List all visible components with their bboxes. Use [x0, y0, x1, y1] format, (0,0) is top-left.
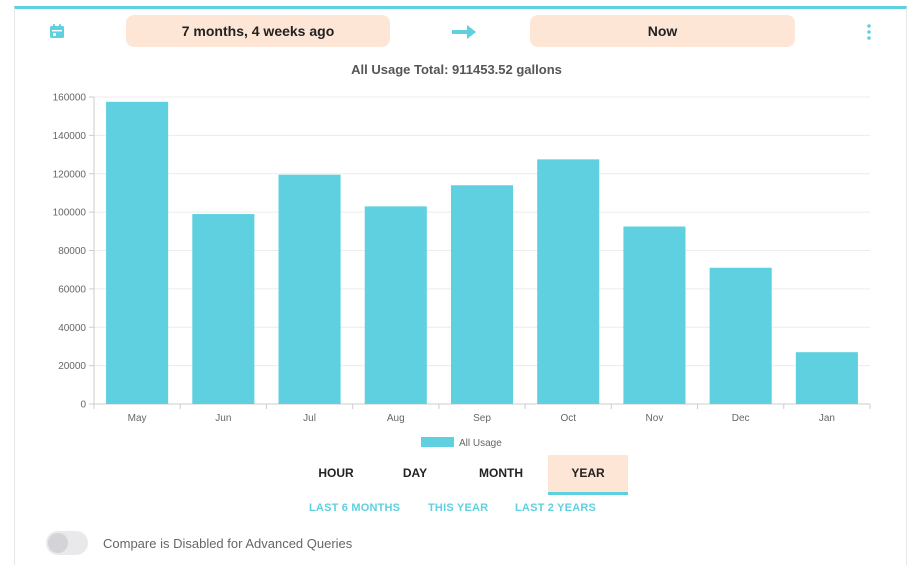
- x-tick-label: Jun: [215, 413, 231, 424]
- legend-swatch[interactable]: [421, 437, 454, 447]
- tab-month[interactable]: MONTH: [479, 466, 523, 480]
- usage-bar-chart: 0 20000 40000 60000 80000 100000 120000 140000 1…: [53, 93, 871, 449]
- x-tick-label: Oct: [560, 413, 576, 424]
- y-tick-label: 140000: [53, 131, 87, 142]
- x-tick-label: Dec: [732, 413, 750, 424]
- chart-title: All Usage Total: 911453.52 gallons: [351, 62, 562, 77]
- tab-day[interactable]: DAY: [402, 466, 428, 480]
- arrow-right-icon: [452, 25, 476, 39]
- y-tick-label: 120000: [53, 169, 87, 180]
- date-to-pill[interactable]: Now: [530, 15, 795, 47]
- y-tick-label: 160000: [53, 93, 87, 104]
- x-tick-label: Jul: [303, 413, 316, 424]
- legend-label: All Usage: [459, 438, 502, 449]
- bar-aug[interactable]: [364, 206, 427, 404]
- compare-toggle[interactable]: [46, 531, 88, 555]
- x-tick-label: Nov: [646, 413, 664, 424]
- toggle-knob: [48, 533, 68, 553]
- y-tick-label: 80000: [58, 246, 86, 257]
- kebab-menu-icon[interactable]: [864, 22, 874, 42]
- bar-nov[interactable]: [623, 226, 686, 404]
- y-tick-label: 60000: [58, 284, 86, 295]
- compare-disabled-label: Compare is Disabled for Advanced Queries: [103, 536, 353, 551]
- calendar-icon[interactable]: [49, 23, 65, 39]
- bar-jan[interactable]: [795, 352, 858, 404]
- date-from-pill[interactable]: 7 months, 4 weeks ago: [126, 15, 390, 47]
- x-tick-label: May: [128, 413, 147, 424]
- x-tick-label: Aug: [387, 413, 405, 424]
- bar-jul[interactable]: [278, 174, 341, 404]
- quick-range-1[interactable]: THIS YEAR: [428, 502, 489, 514]
- y-tick-label: 40000: [58, 323, 86, 334]
- bar-jun[interactable]: [192, 214, 255, 404]
- y-tick-label: 0: [80, 400, 86, 411]
- y-tick-label: 100000: [53, 208, 87, 219]
- tab-hour[interactable]: HOUR: [318, 466, 354, 480]
- quick-range-0[interactable]: LAST 6 MONTHS: [309, 502, 401, 514]
- tab-year[interactable]: YEAR: [548, 455, 628, 495]
- bar-may[interactable]: [106, 101, 169, 404]
- x-tick-label: Jan: [819, 413, 835, 424]
- x-tick-label: Sep: [473, 413, 491, 424]
- bar-sep[interactable]: [450, 185, 514, 404]
- quick-range-2[interactable]: LAST 2 YEARS: [515, 502, 597, 514]
- bar-dec[interactable]: [709, 267, 772, 404]
- bar-oct[interactable]: [537, 159, 600, 404]
- y-tick-label: 20000: [58, 361, 86, 372]
